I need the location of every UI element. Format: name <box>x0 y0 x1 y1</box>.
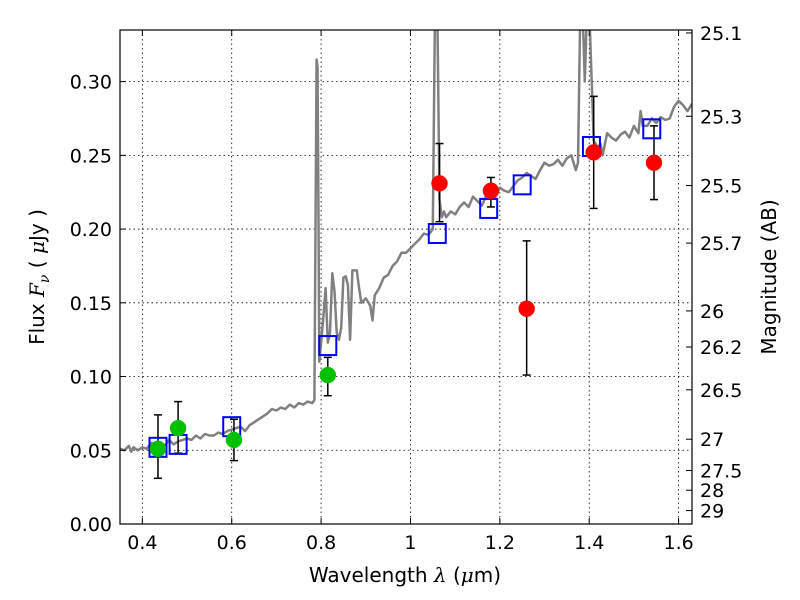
axis-ticks: 0.4 0.6 0.8 1 1.2 1.4 1.6 0.00 0.05 0.10 0.15 0.20 0… <box>70 23 743 554</box>
observed-point <box>169 419 187 437</box>
x-tick-label: 1.4 <box>574 532 604 554</box>
x-tick-label: 0.6 <box>217 532 247 554</box>
y2-tick-label: 29 <box>700 501 724 523</box>
y-tick-label: 0.15 <box>70 293 112 315</box>
observed-point <box>482 182 500 199</box>
plot-frame <box>119 29 693 525</box>
observed-point <box>585 144 602 161</box>
y-tick-label: 0.30 <box>70 72 112 94</box>
y-tick-label: 0.05 <box>70 440 112 462</box>
y2-tick-label: 25.5 <box>700 176 742 198</box>
x-tick-label: 1.2 <box>485 532 515 554</box>
y2-tick-label: 25.1 <box>700 23 742 45</box>
observed-point <box>319 366 337 384</box>
y2-tick-label: 26.2 <box>700 337 742 359</box>
y-tick-label: 0.00 <box>70 514 112 536</box>
x-tick-label: 1 <box>404 532 416 554</box>
x-tick-label: 0.4 <box>127 532 157 554</box>
observed-point <box>149 440 167 458</box>
model-spectrum-layer <box>120 30 692 453</box>
observed-point <box>225 431 243 449</box>
model-photometry-square <box>479 197 499 219</box>
y2-tick-label: 28 <box>700 480 724 502</box>
observed-point <box>431 175 448 192</box>
y2-axis-label: Magnitude (AB) <box>757 199 781 354</box>
x-tick-label: 0.8 <box>306 532 336 554</box>
y2-tick-label: 27.5 <box>700 460 742 482</box>
y-axis-label: Flux Fν ( μJy ) <box>25 209 53 345</box>
data-points <box>148 118 663 458</box>
y-tick-label: 0.10 <box>70 367 112 389</box>
model-photometry-square <box>642 118 662 140</box>
y2-tick-label: 27 <box>700 429 724 451</box>
y-tick-label: 0.25 <box>70 145 112 167</box>
grid-lines <box>120 30 692 524</box>
y-tick-label: 0.20 <box>70 219 112 241</box>
observed-point <box>645 154 663 171</box>
model-photometry-square <box>318 335 338 357</box>
y2-tick-label: 25.3 <box>700 106 742 128</box>
observed-point <box>518 300 535 317</box>
y2-tick-label: 26.5 <box>700 380 742 402</box>
y2-tick-label: 26 <box>700 301 724 323</box>
x-tick-label: 1.6 <box>663 532 693 554</box>
model-photometry-square <box>512 174 532 196</box>
x-axis-label: Wavelength λ (μm) <box>309 563 501 587</box>
model-photometry-square <box>427 222 447 244</box>
model-spectrum-line <box>120 30 692 453</box>
y2-tick-label: 25.7 <box>700 233 742 255</box>
